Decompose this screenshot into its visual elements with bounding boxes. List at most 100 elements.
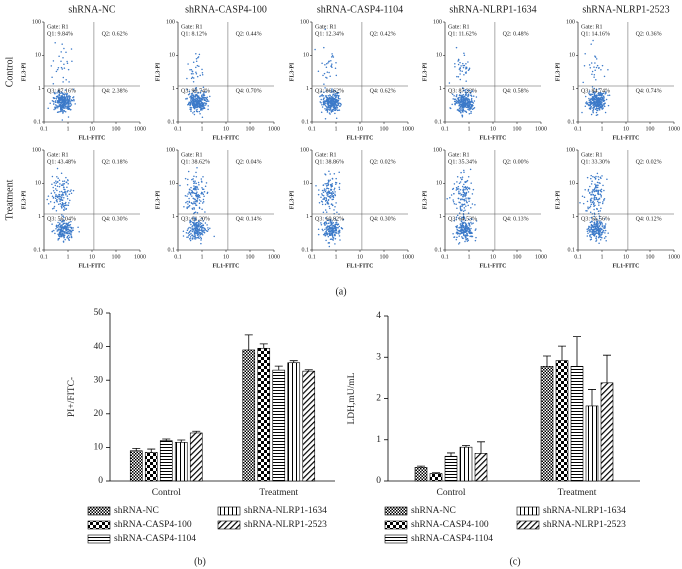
event-dot bbox=[191, 202, 193, 204]
quadrant-label: Q3: 66.56% bbox=[581, 216, 610, 222]
event-dot bbox=[62, 81, 64, 83]
event-dot bbox=[597, 65, 599, 67]
x-tick-label: 1000 bbox=[134, 126, 146, 132]
event-dot bbox=[61, 231, 63, 233]
event-dot bbox=[594, 197, 596, 199]
event-dot bbox=[204, 191, 206, 193]
quadrant-label: Q2: 0.02% bbox=[370, 159, 396, 165]
event-dot bbox=[459, 73, 461, 75]
event-dot bbox=[585, 210, 587, 212]
event-dot bbox=[468, 222, 470, 224]
event-dot bbox=[186, 78, 188, 80]
event-dot bbox=[205, 185, 207, 187]
event-dot bbox=[579, 202, 581, 204]
event-dot bbox=[318, 194, 320, 196]
event-dot bbox=[466, 181, 468, 183]
event-dot bbox=[208, 229, 210, 231]
event-dot bbox=[59, 95, 61, 97]
event-dot bbox=[596, 199, 598, 201]
event-dot bbox=[600, 97, 602, 99]
event-dot bbox=[71, 48, 73, 50]
event-dot bbox=[188, 227, 190, 229]
event-dot bbox=[319, 96, 321, 98]
event-dot bbox=[458, 186, 460, 188]
event-dot bbox=[318, 189, 320, 191]
event-dot bbox=[197, 212, 199, 214]
y-tick-label: 100 bbox=[300, 19, 309, 25]
event-dot bbox=[186, 232, 188, 234]
event-dot bbox=[195, 187, 197, 189]
event-dot bbox=[468, 191, 470, 193]
event-dot bbox=[591, 102, 593, 104]
event-dot bbox=[330, 224, 332, 226]
event-dot bbox=[190, 104, 192, 106]
event-dot bbox=[327, 62, 329, 64]
event-dot bbox=[462, 176, 464, 178]
event-dot bbox=[56, 98, 58, 100]
event-dot bbox=[455, 102, 457, 104]
column-title: shRNA-NC bbox=[68, 4, 116, 15]
y-tick-label: 100 bbox=[433, 19, 442, 25]
event-dot bbox=[332, 109, 334, 111]
event-dot bbox=[455, 203, 457, 205]
event-dot bbox=[593, 233, 595, 235]
event-dot bbox=[318, 228, 320, 230]
event-dot bbox=[189, 231, 191, 233]
event-dot bbox=[68, 96, 70, 98]
event-dot bbox=[63, 237, 65, 239]
event-dot bbox=[193, 81, 195, 83]
event-dot bbox=[333, 101, 335, 103]
event-dot bbox=[337, 104, 339, 106]
y-tick-label: 100 bbox=[32, 19, 41, 25]
event-dot bbox=[461, 204, 463, 206]
event-dot bbox=[61, 194, 63, 196]
event-dot bbox=[334, 191, 336, 193]
event-dot bbox=[69, 233, 71, 235]
event-dot bbox=[199, 111, 201, 113]
y-axis-label: FL3-PI bbox=[555, 190, 561, 209]
event-dot bbox=[599, 230, 601, 232]
event-dot bbox=[582, 195, 584, 197]
event-dot bbox=[314, 49, 316, 51]
event-dot bbox=[588, 189, 590, 191]
event-dot bbox=[603, 104, 605, 106]
event-dot bbox=[463, 211, 465, 213]
event-dot bbox=[596, 227, 598, 229]
event-dot bbox=[465, 192, 467, 194]
event-dot bbox=[185, 195, 187, 197]
event-dot bbox=[71, 228, 73, 230]
y-tick-label: 1 bbox=[439, 86, 442, 92]
event-dot bbox=[68, 102, 70, 104]
event-dot bbox=[332, 192, 334, 194]
event-dot bbox=[329, 179, 331, 181]
event-dot bbox=[321, 104, 323, 106]
event-dot bbox=[470, 108, 472, 110]
event-dot bbox=[187, 230, 189, 232]
event-dot bbox=[335, 184, 337, 186]
event-dot bbox=[193, 175, 195, 177]
event-dot bbox=[203, 194, 205, 196]
event-dot bbox=[205, 222, 207, 224]
event-dot bbox=[55, 194, 57, 196]
event-dot bbox=[67, 100, 69, 102]
event-dot bbox=[190, 194, 192, 196]
event-dot bbox=[207, 227, 209, 229]
event-dot bbox=[456, 47, 458, 49]
event-dot bbox=[456, 229, 458, 231]
event-dot bbox=[590, 212, 592, 214]
event-dot bbox=[65, 177, 67, 179]
event-dot bbox=[197, 104, 199, 106]
event-dot bbox=[64, 227, 66, 229]
event-dot bbox=[58, 67, 60, 69]
event-dot bbox=[63, 209, 65, 211]
quadrant-label: Q4: 0.58% bbox=[503, 88, 529, 94]
event-dot bbox=[325, 103, 327, 105]
event-dot bbox=[53, 103, 55, 105]
event-dot bbox=[329, 246, 331, 248]
event-dot bbox=[196, 58, 198, 60]
event-dot bbox=[64, 207, 66, 209]
event-dot bbox=[591, 191, 593, 193]
event-dot bbox=[457, 176, 459, 178]
event-dot bbox=[59, 200, 61, 202]
